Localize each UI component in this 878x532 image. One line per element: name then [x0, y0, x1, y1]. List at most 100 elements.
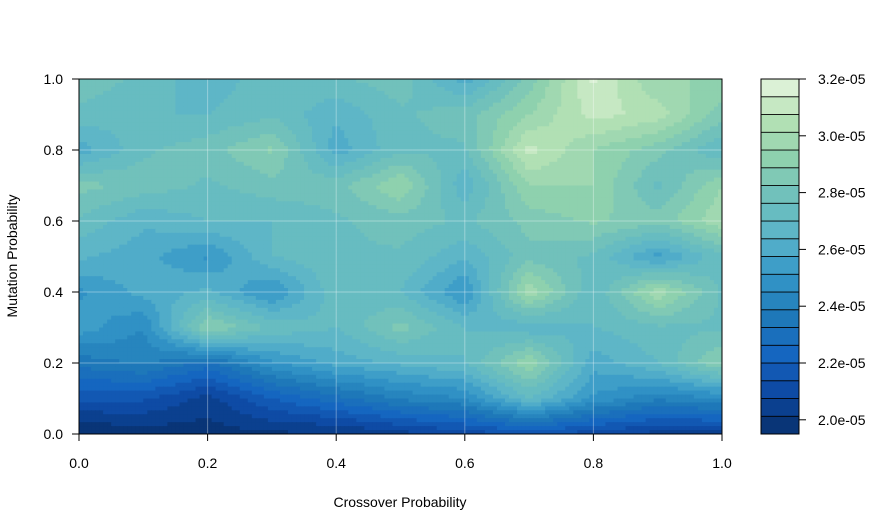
- contour-cell: [657, 197, 663, 202]
- contour-cell: [380, 153, 386, 159]
- contour-cell: [537, 146, 542, 151]
- contour-cell: [681, 181, 687, 187]
- contour-cell: [709, 90, 715, 96]
- contour-cell: [681, 193, 687, 198]
- contour-cell: [187, 79, 193, 84]
- contour-cell: [287, 142, 293, 147]
- contour-cell: [279, 185, 285, 191]
- contour-cell: [207, 106, 213, 112]
- contour-cell: [312, 153, 317, 159]
- contour-cell: [541, 102, 546, 108]
- contour-cell: [525, 130, 530, 135]
- contour-cell: [324, 118, 329, 123]
- contour-cell: [561, 118, 566, 123]
- contour-cell: [625, 110, 631, 116]
- contour-cell: [187, 201, 193, 206]
- contour-cell: [119, 90, 124, 96]
- contour-cell: [255, 122, 261, 127]
- contour-cell: [488, 153, 494, 159]
- contour-cell: [597, 122, 603, 127]
- contour-cell: [633, 138, 639, 143]
- contour-cell: [388, 98, 394, 104]
- contour-cell: [432, 86, 438, 92]
- contour-cell: [304, 185, 309, 191]
- contour-cell: [211, 126, 217, 131]
- contour-cell: [151, 114, 156, 120]
- contour-cell: [412, 181, 418, 187]
- contour-cell: [460, 161, 466, 167]
- contour-cell: [215, 150, 221, 155]
- contour-cell: [428, 173, 434, 179]
- contour-cell: [400, 130, 406, 135]
- contour-cell: [416, 197, 422, 202]
- contour-cell: [436, 185, 442, 191]
- contour-cell: [179, 150, 185, 155]
- contour-cell: [665, 79, 671, 84]
- contour-cell: [263, 173, 269, 179]
- contour-cell: [171, 102, 177, 108]
- contour-cell: [119, 110, 124, 116]
- contour-cell: [621, 86, 627, 92]
- contour-cell: [681, 90, 687, 96]
- contour-cell: [408, 98, 414, 104]
- contour-cell: [509, 189, 514, 194]
- contour-cell: [215, 181, 221, 187]
- contour-cell: [665, 110, 671, 116]
- contour-cell: [187, 161, 193, 167]
- contour-cell: [99, 142, 104, 147]
- contour-cell: [171, 98, 177, 104]
- contour-cell: [709, 102, 715, 108]
- contour-cell: [167, 134, 173, 139]
- contour-cell: [332, 177, 337, 183]
- contour-cell: [207, 146, 213, 151]
- contour-cell: [83, 90, 88, 96]
- contour-cell: [420, 161, 426, 167]
- contour-cell: [408, 169, 414, 175]
- contour-cell: [400, 114, 406, 120]
- contour-cell: [259, 130, 265, 135]
- contour-cell: [300, 126, 305, 131]
- contour-cell: [472, 169, 478, 175]
- contour-cell: [99, 82, 104, 88]
- contour-cell: [509, 150, 514, 155]
- contour-cell: [199, 122, 205, 127]
- contour-cell: [143, 126, 148, 131]
- contour-cell: [613, 102, 619, 108]
- contour-cell: [364, 142, 369, 147]
- contour-cell: [111, 90, 116, 96]
- contour-cell: [376, 86, 382, 92]
- contour-cell: [263, 130, 269, 135]
- contour-cell: [255, 94, 261, 100]
- contour-cell: [609, 134, 615, 139]
- contour-cell: [464, 181, 470, 187]
- contour-cell: [432, 134, 438, 139]
- contour-cell: [348, 169, 353, 175]
- contour-cell: [681, 138, 687, 143]
- contour-cell: [480, 86, 486, 92]
- contour-cell: [336, 177, 341, 183]
- contour-cell: [561, 138, 566, 143]
- contour-cell: [324, 189, 329, 194]
- contour-cell: [111, 146, 116, 151]
- contour-cell: [476, 185, 482, 191]
- contour-cell: [609, 98, 615, 104]
- contour-cell: [372, 142, 377, 147]
- contour-cell: [593, 150, 599, 155]
- contour-cell: [665, 90, 671, 96]
- contour-cell: [496, 169, 502, 175]
- contour-cell: [328, 138, 333, 143]
- contour-cell: [356, 130, 361, 135]
- contour-cell: [103, 118, 108, 123]
- contour-cell: [517, 142, 522, 147]
- contour-cell: [340, 90, 345, 96]
- contour-cell: [376, 150, 382, 155]
- contour-cell: [537, 138, 542, 143]
- contour-cell: [255, 177, 261, 183]
- contour-cell: [352, 153, 357, 159]
- contour-cell: [396, 169, 402, 175]
- contour-cell: [259, 102, 265, 108]
- contour-cell: [392, 177, 398, 183]
- contour-cell: [199, 98, 205, 104]
- contour-cell: [344, 153, 349, 159]
- contour-cell: [641, 181, 647, 187]
